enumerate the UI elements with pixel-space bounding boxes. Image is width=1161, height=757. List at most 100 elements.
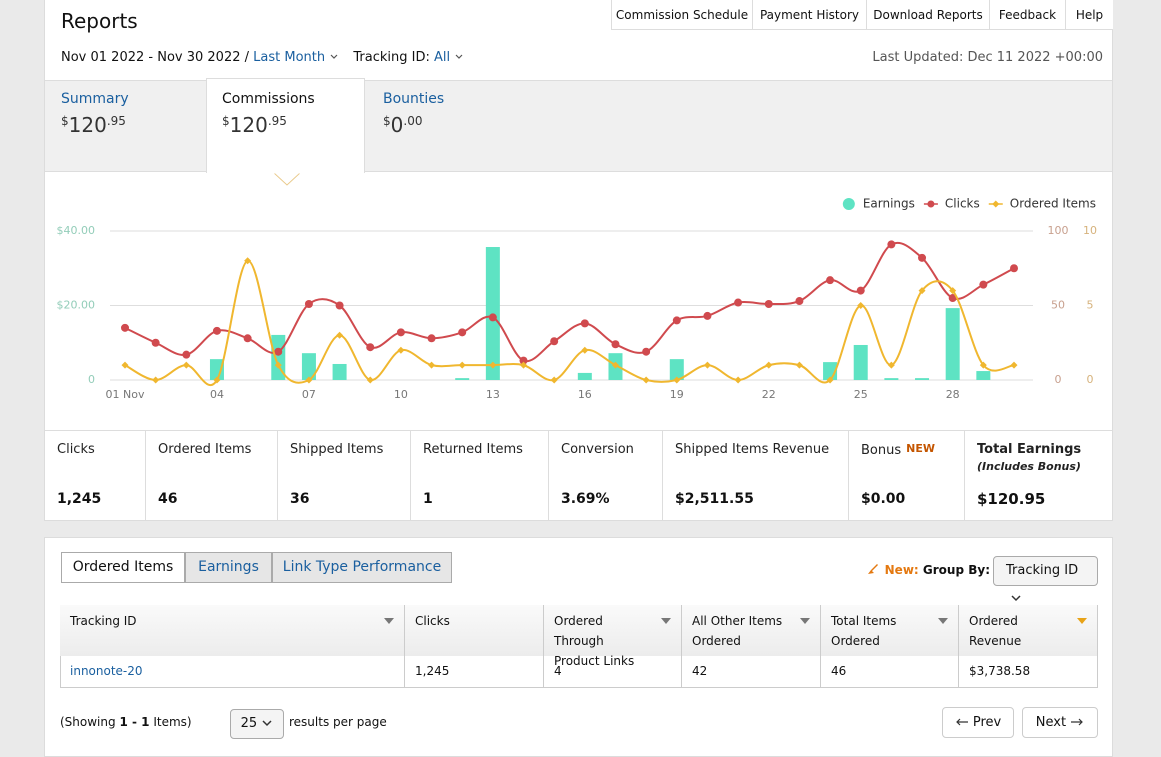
point (642, 347, 651, 356)
caret (1011, 595, 1021, 602)
stat-label-text: Ordered Items (158, 442, 252, 457)
bar (669, 359, 684, 380)
bar (301, 353, 316, 380)
bar (209, 359, 224, 380)
stat-cell: Conversion 3.69% (549, 430, 663, 520)
column-header[interactable]: Ordered Revenue (959, 605, 1097, 656)
sort-caret (384, 618, 394, 624)
caret-shape (384, 618, 394, 624)
sort-caret (1077, 618, 1087, 624)
nav-button[interactable]: Commission Schedule (611, 0, 752, 30)
line (124, 259, 1015, 387)
point (795, 297, 804, 306)
column-title: Tracking ID (70, 614, 137, 628)
y-tick-label: $20.00 (57, 299, 96, 312)
bar (455, 378, 470, 380)
prev-label: Prev (972, 715, 1002, 730)
point (734, 376, 742, 384)
next-button[interactable]: Next (1022, 707, 1098, 738)
report-tab[interactable]: Link Type Performance (272, 552, 452, 583)
y3-tick-label: 10 (1083, 224, 1097, 237)
point (765, 361, 773, 369)
point (182, 350, 191, 359)
period-select[interactable]: Last Month (253, 50, 326, 65)
column-header[interactable]: Clicks (405, 605, 544, 656)
stat-label-text: Shipped Items (290, 442, 384, 457)
table-cell[interactable]: innonote-20 (60, 656, 405, 687)
prev-button[interactable]: Prev (942, 707, 1014, 738)
fraction: .95 (106, 114, 126, 128)
caret-shape (938, 618, 948, 624)
point (458, 328, 467, 337)
stat-label-text: Shipped Items Revenue (675, 442, 830, 457)
column-header[interactable]: All Other Items Ordered (682, 605, 821, 656)
x-tick-label: 28 (946, 388, 960, 401)
tab[interactable]: Bounties $0.00 (383, 91, 444, 137)
tab-label: Bounties (383, 91, 445, 107)
point (212, 326, 221, 335)
point (795, 361, 803, 369)
nav-button[interactable]: Feedback (989, 0, 1065, 30)
point (244, 257, 252, 265)
point (764, 300, 773, 309)
tab-amount: $120.95 (61, 113, 129, 137)
stat-value: 46 (158, 491, 178, 507)
group-by-select[interactable]: Tracking ID (993, 556, 1098, 602)
tab-amount: $0.00 (383, 113, 444, 137)
page-size-label: results per page (289, 715, 387, 729)
nav-button[interactable]: Payment History (752, 0, 866, 30)
point (857, 302, 865, 309)
tab[interactable]: Commissions $120.95 (222, 91, 315, 137)
last-updated: Last Updated: Dec 11 2022 +00:00 (872, 50, 1103, 65)
point (243, 334, 252, 343)
tab[interactable]: Summary $120.95 (61, 91, 129, 137)
report-tab[interactable]: Earnings (185, 552, 272, 583)
stat-label: Ordered Items (158, 442, 251, 457)
column-header[interactable]: Total Items Ordered (821, 605, 959, 656)
caret-shape (1077, 618, 1087, 624)
stat-label: Bonus NEW (861, 442, 935, 458)
whole: 120 (229, 113, 268, 137)
point (1010, 361, 1018, 369)
column-header[interactable]: Ordered Through Product Links (544, 605, 682, 668)
stat-value: $2,511.55 (675, 491, 754, 507)
whole: 0 (390, 113, 404, 137)
report-tab[interactable]: Ordered Items (61, 552, 185, 583)
x-tick-label: 25 (854, 388, 868, 401)
stat-cell: Returned Items 1 (411, 430, 549, 520)
x-tick-label: 16 (578, 388, 592, 401)
bar (915, 378, 930, 380)
select-value: 25 (240, 716, 258, 731)
point (151, 338, 160, 347)
column-title: Total Items Ordered (831, 614, 897, 648)
tracking-label: Tracking ID: (353, 50, 430, 65)
y-tick-label: $40.00 (57, 224, 96, 237)
table-cell: 46 (821, 656, 959, 687)
point (887, 361, 895, 369)
fraction: .00 (403, 114, 423, 128)
stat-cell: Shipped Items 36 (278, 430, 411, 520)
bar (271, 334, 286, 380)
arrow (955, 718, 968, 726)
stat-value: $120.95 (977, 490, 1046, 508)
table-cell: $3,738.58 (969, 664, 1031, 678)
bar (577, 372, 592, 380)
nav-button[interactable]: Help (1065, 0, 1113, 30)
point (642, 376, 650, 384)
stat-value: 1,245 (57, 491, 102, 507)
group-by: New: Group By: (866, 562, 990, 577)
point (703, 361, 711, 369)
y3-tick-label: 5 (1087, 299, 1094, 312)
date-range: Nov 01 2022 - Nov 30 2022 (61, 50, 241, 65)
tracking-select[interactable]: All (434, 50, 451, 65)
legend-swatch (927, 200, 935, 208)
y3-tick-label: 0 (1087, 373, 1094, 386)
point (519, 356, 528, 365)
y-tick-label: 0 (88, 373, 95, 386)
page-size-select[interactable]: 25 (230, 709, 284, 739)
bar (976, 371, 991, 380)
stat-label: Clicks (57, 442, 95, 457)
column-header[interactable]: Tracking ID (60, 605, 405, 656)
active-tab (206, 78, 365, 173)
nav-button[interactable]: Download Reports (866, 0, 989, 30)
